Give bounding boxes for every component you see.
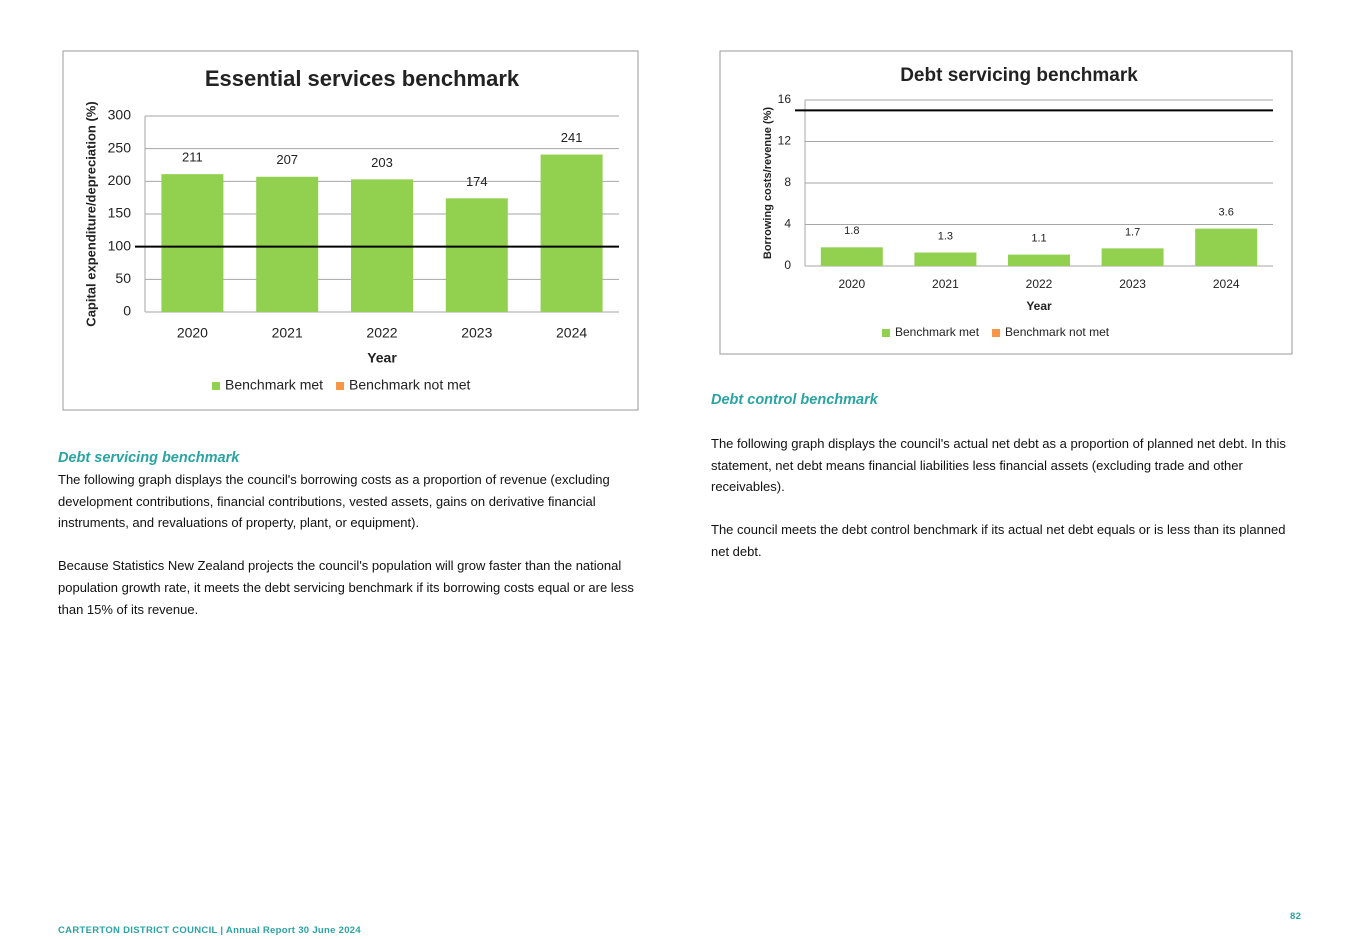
data-label: 174 — [466, 174, 488, 189]
paragraph: The council meets the debt control bench… — [711, 522, 1286, 559]
x-tick-label: 2023 — [1119, 277, 1146, 291]
legend-swatch — [212, 382, 220, 390]
x-tick-label: 2021 — [272, 325, 303, 341]
x-axis-title: Year — [1026, 299, 1052, 313]
bar — [1195, 228, 1258, 266]
chart-title: Debt servicing benchmark — [900, 65, 1138, 86]
x-axis-title: Year — [367, 350, 397, 366]
y-tick-label: 250 — [108, 139, 132, 155]
footer-text: CARTERTON DISTRICT COUNCIL | Annual Repo… — [58, 925, 361, 936]
y-tick-label: 100 — [108, 237, 132, 253]
legend-label: Benchmark not met — [349, 377, 470, 393]
bar — [1008, 254, 1070, 266]
data-label: 1.8 — [844, 225, 859, 237]
section: Debt control benchmark The following gra… — [711, 389, 1306, 584]
page-number: 82 — [1290, 911, 1302, 922]
x-tick-label: 2020 — [177, 325, 208, 341]
x-tick-label: 2022 — [1026, 277, 1053, 291]
bar — [914, 252, 977, 266]
bar — [1101, 248, 1164, 266]
y-tick-label: 300 — [108, 107, 132, 123]
x-tick-label: 2024 — [1213, 277, 1240, 291]
bar — [820, 247, 883, 266]
bar — [161, 174, 224, 312]
x-tick-label: 2020 — [838, 277, 865, 291]
x-tick-label: 2024 — [556, 325, 587, 341]
y-tick-label: 150 — [108, 205, 132, 221]
legend-label: Benchmark met — [225, 377, 323, 393]
x-tick-label: 2023 — [461, 325, 492, 341]
data-label: 207 — [276, 152, 298, 167]
y-axis-title: Borrowing costs/revenue (%) — [762, 107, 774, 260]
y-tick-label: 200 — [108, 172, 132, 188]
x-tick-label: 2022 — [366, 325, 397, 341]
chart-title: Essential services benchmark — [205, 66, 520, 91]
y-axis-title: Capital expenditure/depreciation (%) — [83, 101, 98, 326]
chart-frame — [719, 50, 1293, 355]
data-label: 1.3 — [938, 230, 953, 242]
section-heading: Debt control benchmark — [711, 392, 878, 408]
data-label: 3.6 — [1219, 207, 1234, 219]
bar — [540, 154, 603, 312]
y-tick-label: 12 — [778, 134, 792, 148]
data-label: 1.1 — [1031, 232, 1046, 244]
legend-swatch — [992, 329, 1001, 337]
data-label: 241 — [561, 130, 583, 145]
y-tick-label: 0 — [784, 258, 791, 272]
section-heading: Debt servicing benchmark — [58, 450, 240, 466]
x-tick-label: 2021 — [932, 277, 959, 291]
paragraph: The following graph displays the council… — [58, 472, 610, 531]
bar — [445, 198, 508, 312]
y-tick-label: 16 — [778, 92, 792, 106]
data-label: 203 — [371, 155, 393, 170]
y-tick-label: 8 — [784, 175, 791, 189]
section: Debt servicing benchmark The following g… — [58, 447, 648, 642]
y-tick-label: 50 — [115, 270, 131, 286]
paragraph: The following graph displays the council… — [711, 436, 1286, 495]
paragraph: Because Statistics New Zealand projects … — [58, 558, 634, 617]
y-tick-label: 0 — [123, 303, 131, 319]
legend-swatch — [336, 382, 345, 390]
data-label: 211 — [182, 150, 203, 165]
legend-label: Benchmark not met — [1005, 325, 1110, 339]
bar — [256, 176, 319, 312]
legend-swatch — [882, 329, 890, 337]
data-label: 1.7 — [1125, 226, 1140, 238]
legend-label: Benchmark met — [895, 325, 980, 339]
y-tick-label: 4 — [784, 217, 791, 231]
